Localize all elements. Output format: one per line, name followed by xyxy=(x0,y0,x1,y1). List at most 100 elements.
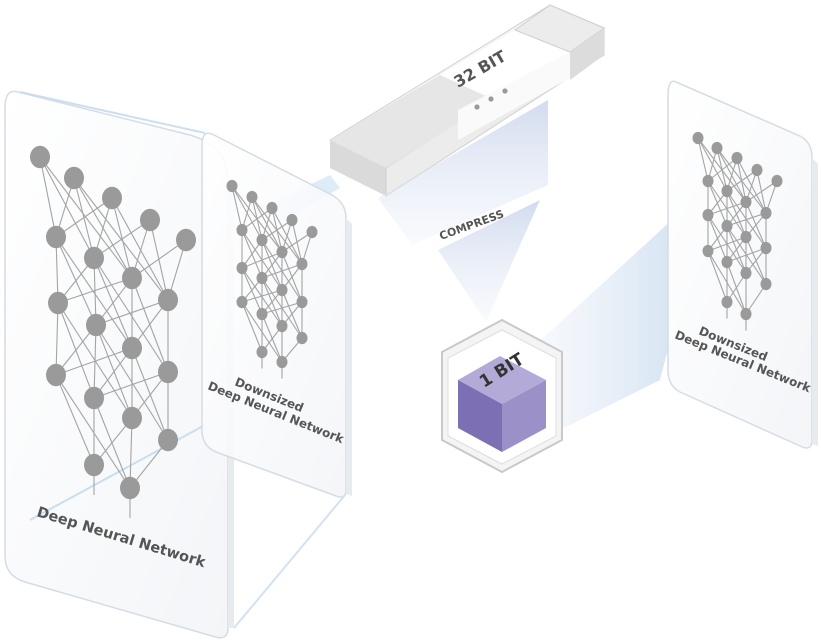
network-edge xyxy=(697,137,709,182)
network-edge xyxy=(707,201,747,216)
network-edge xyxy=(55,302,59,376)
network-node xyxy=(256,307,268,321)
network-node xyxy=(702,174,714,188)
network-node xyxy=(226,179,238,193)
network-node xyxy=(46,225,66,249)
network-node xyxy=(86,313,106,337)
downsized-network-panel-left: Downsized Deep Neural Network xyxy=(201,132,352,498)
network-edge xyxy=(131,277,169,373)
network-edge xyxy=(39,156,57,238)
network-edge xyxy=(149,219,169,301)
network-node xyxy=(122,336,142,360)
network-node xyxy=(740,195,752,209)
network-edge xyxy=(745,283,767,315)
network-edge xyxy=(55,374,131,489)
network-edge xyxy=(55,374,95,466)
cube-front-face xyxy=(458,380,502,452)
network-node xyxy=(140,208,160,232)
network-node xyxy=(122,406,142,430)
bit32-dots xyxy=(474,88,508,110)
deep-network-graph xyxy=(30,145,196,518)
cube-side-face xyxy=(502,380,546,452)
network-edge xyxy=(57,277,133,304)
downsized-network-graph-right xyxy=(692,131,783,331)
network-node xyxy=(256,233,268,247)
network-node xyxy=(306,225,318,239)
compress-beam-upper xyxy=(378,100,548,245)
network-edge xyxy=(261,219,293,241)
network-node xyxy=(276,283,288,297)
network-node xyxy=(760,241,772,255)
network-node xyxy=(721,184,733,198)
network-edge xyxy=(281,231,313,253)
network-node xyxy=(296,331,308,345)
network-node xyxy=(236,295,248,309)
network-edge xyxy=(55,347,133,376)
network-node xyxy=(276,355,288,369)
network-edge xyxy=(131,347,169,441)
network-edge xyxy=(93,257,169,373)
network-node xyxy=(30,145,50,169)
network-edge xyxy=(241,251,283,269)
network-node xyxy=(276,319,288,333)
network-node xyxy=(692,131,704,145)
network-edge xyxy=(241,289,283,303)
network-edge xyxy=(745,180,778,203)
network-node xyxy=(702,208,714,222)
network-node xyxy=(751,163,763,177)
network-node xyxy=(236,223,248,237)
network-node xyxy=(740,230,752,244)
network-edge xyxy=(231,185,243,231)
network-node xyxy=(246,190,258,204)
network-node xyxy=(256,271,268,285)
network-node xyxy=(48,291,68,315)
network-node xyxy=(771,174,783,188)
network-edge xyxy=(707,250,728,303)
deep-network-panel: Deep Neural Network xyxy=(4,90,346,639)
network-node xyxy=(84,453,104,477)
network-node xyxy=(158,428,178,452)
network-node xyxy=(731,151,743,165)
network-edge xyxy=(55,197,113,238)
network-node xyxy=(296,295,308,309)
network-edge xyxy=(93,219,151,259)
network-edge xyxy=(39,156,95,259)
network-node xyxy=(740,266,752,280)
network-node xyxy=(64,166,84,190)
bit32-bar: 32 BIT xyxy=(328,4,606,197)
network-edge xyxy=(707,157,738,182)
network-edge xyxy=(241,267,263,315)
network-edge xyxy=(111,197,133,279)
network-node xyxy=(236,261,248,275)
network-node xyxy=(158,288,178,312)
network-node xyxy=(721,255,733,269)
network-node xyxy=(266,201,278,215)
compress-beam-lower xyxy=(438,200,540,322)
network-node xyxy=(46,363,66,387)
network-edge xyxy=(111,197,169,301)
network-node xyxy=(286,213,298,227)
network-node xyxy=(122,266,142,290)
network-node xyxy=(84,386,104,410)
network-edge xyxy=(726,212,767,227)
network-node xyxy=(296,257,308,271)
downsized-network-panel-right: Downsized Deep Neural Network xyxy=(667,80,818,449)
network-edge xyxy=(261,313,283,363)
downsized-network-graph-left xyxy=(226,179,318,379)
network-node xyxy=(711,141,723,155)
network-edge xyxy=(736,157,747,203)
network-node xyxy=(760,206,772,220)
network-edge xyxy=(726,169,758,192)
network-edge xyxy=(131,239,187,279)
bit1-cube: 1 BIT xyxy=(441,318,563,474)
network-edge xyxy=(39,156,133,279)
network-node xyxy=(158,360,178,384)
network-node xyxy=(84,246,104,270)
network-node xyxy=(276,245,288,259)
network-node xyxy=(176,228,196,252)
network-node xyxy=(702,244,714,258)
network-edge xyxy=(261,301,303,315)
beam-to-right-panel xyxy=(530,185,710,430)
network-edge xyxy=(241,207,273,231)
